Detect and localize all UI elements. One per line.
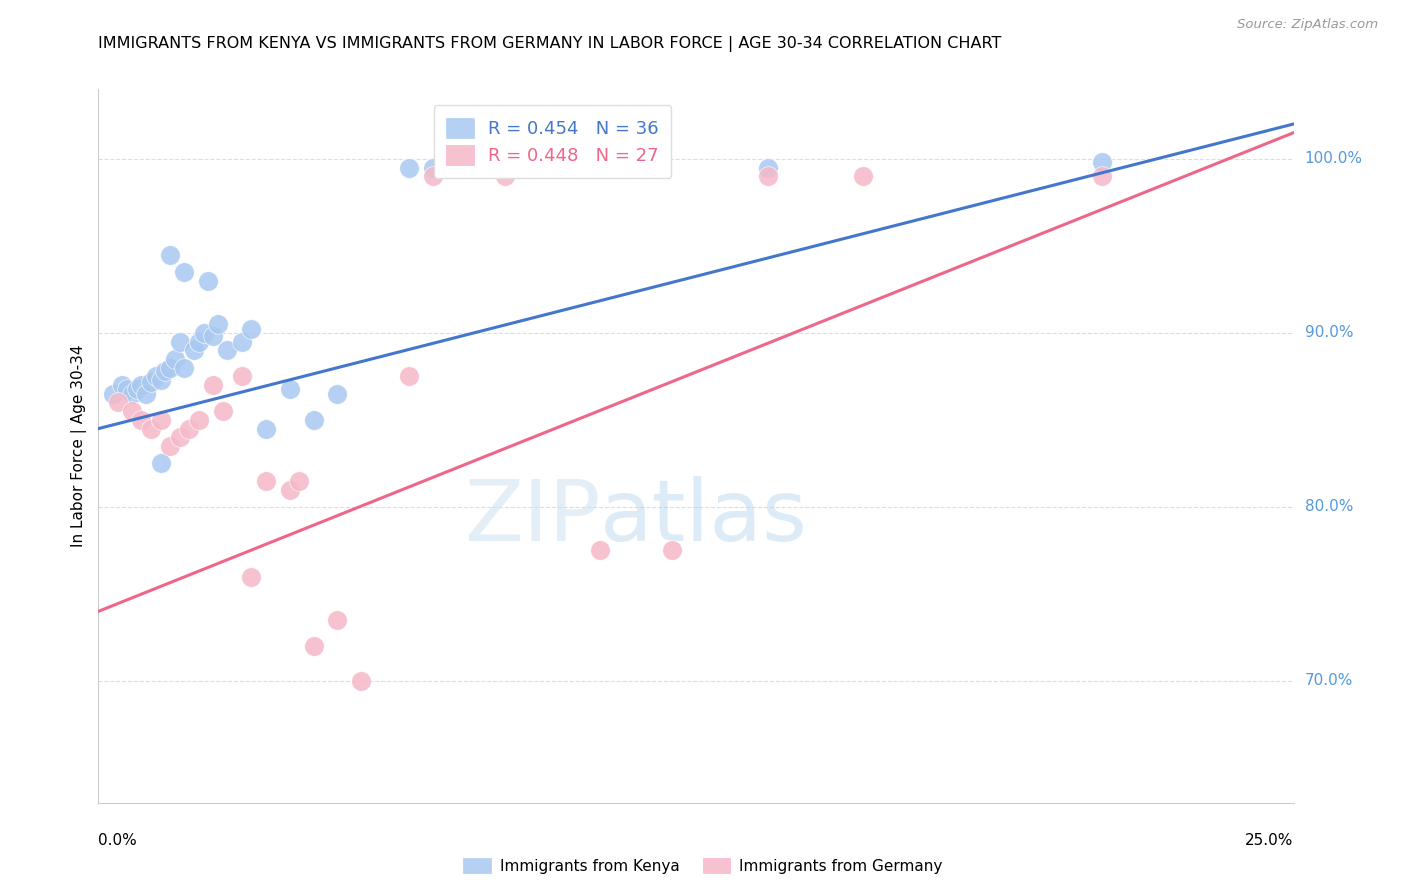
Point (159, 247, 181, 261)
Point (422, 161, 444, 175)
Point (183, 343, 205, 358)
Point (302, 639, 325, 653)
Point (1091, 155, 1114, 169)
Point (149, 413, 172, 427)
Point (101, 386, 124, 401)
Point (240, 569, 263, 583)
Point (107, 395, 129, 409)
Point (145, 369, 167, 384)
Point (231, 334, 253, 349)
Point (163, 351, 186, 366)
Point (187, 413, 209, 427)
Point (254, 474, 277, 488)
Point (852, 169, 875, 184)
Point (661, 543, 683, 558)
Legend: Immigrants from Kenya, Immigrants from Germany: Immigrants from Kenya, Immigrants from G… (457, 852, 949, 880)
Point (278, 382, 301, 396)
Point (115, 382, 138, 396)
Point (139, 421, 162, 435)
Text: 70.0%: 70.0% (1305, 673, 1353, 689)
Point (254, 421, 277, 435)
Text: atlas: atlas (600, 475, 808, 559)
Point (211, 404, 233, 418)
Point (173, 360, 195, 375)
Text: 90.0%: 90.0% (1305, 326, 1353, 341)
Point (756, 169, 779, 184)
Text: Source: ZipAtlas.com: Source: ZipAtlas.com (1237, 18, 1378, 31)
Point (121, 386, 143, 401)
Point (111, 378, 134, 392)
Point (179, 421, 201, 435)
Point (135, 386, 157, 401)
Point (326, 386, 349, 401)
Point (121, 404, 143, 418)
Point (139, 375, 162, 389)
Point (494, 161, 516, 175)
Point (169, 334, 191, 349)
Text: 80.0%: 80.0% (1305, 500, 1353, 515)
Point (193, 326, 215, 340)
Point (169, 430, 191, 444)
Point (589, 543, 612, 558)
Point (422, 169, 444, 184)
Point (240, 322, 263, 336)
Text: 0.0%: 0.0% (98, 833, 138, 848)
Point (302, 413, 325, 427)
Point (207, 317, 229, 331)
Point (326, 613, 349, 627)
Point (149, 457, 172, 471)
Point (398, 161, 420, 175)
Point (398, 369, 420, 384)
Point (197, 274, 219, 288)
Point (155, 364, 177, 378)
Point (1091, 169, 1114, 184)
Point (149, 373, 172, 387)
Y-axis label: In Labor Force | Age 30-34: In Labor Force | Age 30-34 (72, 344, 87, 548)
Text: ZIP: ZIP (464, 475, 600, 559)
Point (131, 378, 153, 392)
Point (173, 265, 195, 279)
Point (278, 483, 301, 497)
Point (494, 169, 516, 184)
Point (159, 439, 181, 453)
Point (217, 343, 239, 358)
Point (131, 413, 153, 427)
Text: 25.0%: 25.0% (1246, 833, 1294, 848)
Point (231, 369, 253, 384)
Point (756, 161, 779, 175)
Point (159, 360, 181, 375)
Point (288, 474, 311, 488)
Point (202, 329, 225, 343)
Point (350, 673, 373, 688)
Point (125, 382, 148, 396)
Point (187, 334, 209, 349)
Text: 100.0%: 100.0% (1305, 152, 1362, 166)
Legend: R = 0.454   N = 36, R = 0.448   N = 27: R = 0.454 N = 36, R = 0.448 N = 27 (434, 105, 671, 178)
Point (202, 378, 225, 392)
Text: IMMIGRANTS FROM KENYA VS IMMIGRANTS FROM GERMANY IN LABOR FORCE | AGE 30-34 CORR: IMMIGRANTS FROM KENYA VS IMMIGRANTS FROM… (98, 36, 1002, 52)
